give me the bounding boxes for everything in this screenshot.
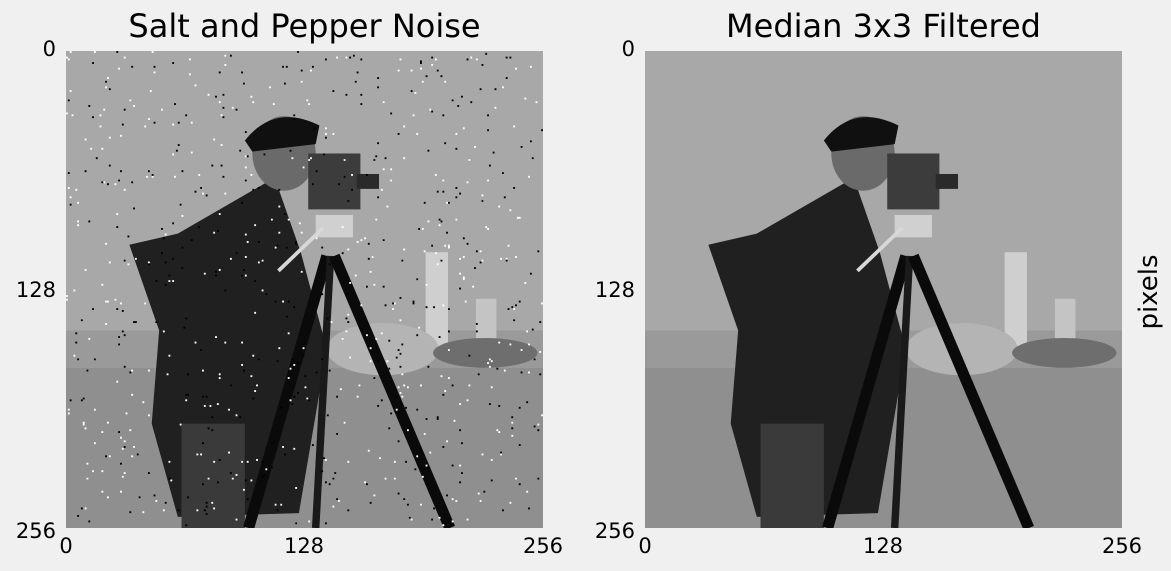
left-panel-title: Salt and Pepper Noise (128, 7, 481, 45)
side-axis-label: pixels (1134, 254, 1164, 330)
left-ytick-128: 128 (15, 278, 56, 302)
right-ytick-256: 256 (594, 519, 635, 543)
right-xtick-128: 128 (862, 534, 904, 558)
tripod-leg-left (243, 254, 333, 528)
trousers (181, 423, 245, 528)
trousers (760, 423, 824, 528)
tower (1004, 252, 1027, 350)
filtered-image (645, 51, 1122, 528)
dome (326, 323, 439, 376)
camera-lens (935, 173, 959, 189)
tripod-leg-right (329, 253, 455, 528)
camera-cable (856, 226, 904, 273)
camera-mount (894, 214, 932, 238)
hair (823, 117, 899, 152)
camera-cable (277, 226, 325, 273)
tripod-leg-left (822, 254, 912, 528)
right-panel-title: Median 3x3 Filtered (726, 7, 1041, 45)
left-ytick-256: 256 (15, 519, 56, 543)
camera-body (308, 153, 361, 210)
building (475, 298, 497, 351)
right-xtick-0: 0 (638, 534, 652, 558)
right-xtick-256: 256 (1101, 534, 1143, 558)
camera-mount (315, 214, 353, 238)
filtered-image-plot (645, 51, 1122, 528)
camera-lens (356, 173, 380, 189)
distant-structure (433, 337, 538, 368)
tower (425, 252, 448, 350)
left-xtick-0: 0 (59, 534, 73, 558)
dome (905, 323, 1018, 376)
noisy-image-plot (66, 51, 543, 528)
tripod-leg-right (908, 253, 1034, 528)
left-ytick-0: 0 (42, 37, 56, 61)
noisy-image (66, 51, 543, 528)
distant-structure (1012, 337, 1117, 368)
tripod-leg-center (311, 255, 335, 528)
hair (244, 117, 320, 152)
left-xtick-128: 128 (283, 534, 325, 558)
left-xtick-256: 256 (522, 534, 564, 558)
camera-body (887, 153, 940, 210)
right-ytick-0: 0 (621, 37, 635, 61)
tripod-leg-center (890, 255, 914, 528)
right-ytick-128: 128 (594, 278, 635, 302)
building (1054, 298, 1076, 351)
